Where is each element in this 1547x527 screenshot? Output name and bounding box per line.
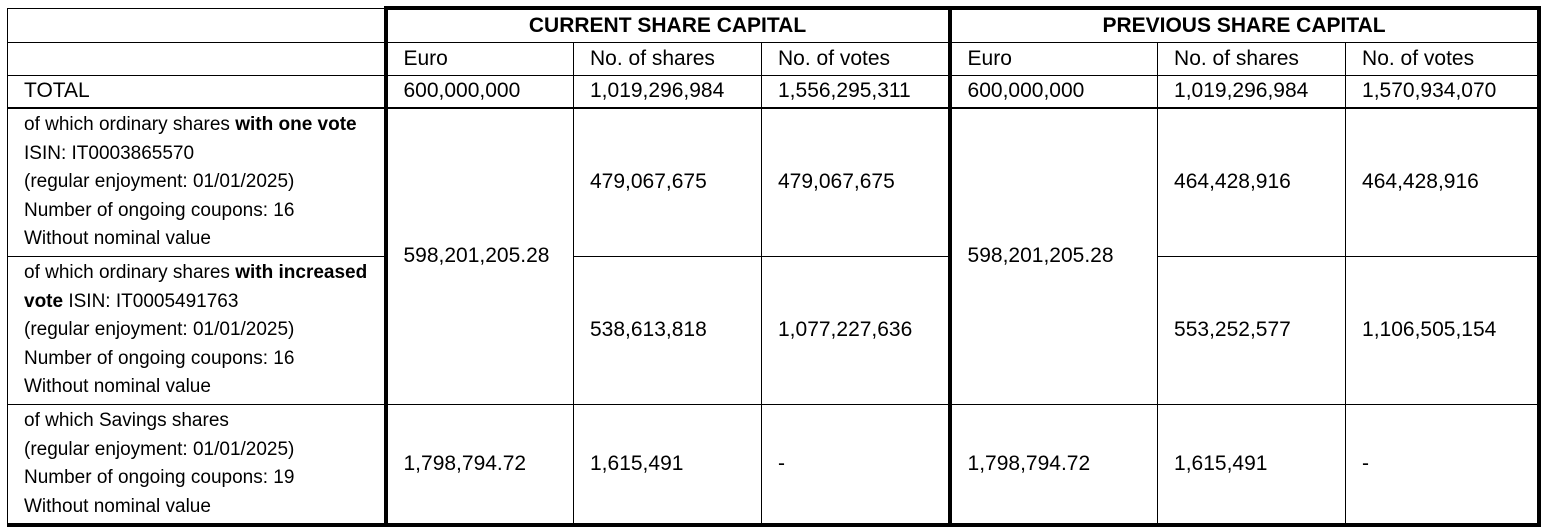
one-vote-desc-enjoyment: (regular enjoyment: 01/01/2025) [24, 171, 295, 193]
one-vote-previous-shares: 464,428,916 [1157, 107, 1347, 257]
increased-vote-current-votes: 1,077,227,636 [760, 255, 952, 405]
increased-vote-desc-pre: of which ordinary shares [24, 261, 236, 283]
savings-current-euro: 1,798,794.72 [383, 403, 574, 527]
previous-votes-header: No. of votes [1345, 41, 1541, 76]
current-votes-header: No. of votes [760, 41, 952, 76]
savings-desc-title: of which Savings shares [24, 409, 229, 431]
total-current-votes: 1,556,295,311 [760, 74, 952, 109]
one-vote-current-shares: 479,067,675 [573, 107, 762, 257]
previous-shares-header: No. of shares [1157, 41, 1347, 76]
increased-vote-previous-shares: 553,252,577 [1157, 255, 1347, 405]
increased-vote-desc-bold: with increased vote [24, 261, 368, 312]
savings-current-votes: - [760, 403, 952, 527]
savings-description: of which Savings shares (regular enjoyme… [7, 403, 386, 527]
savings-previous-euro: 1,798,794.72 [947, 403, 1159, 527]
total-label: TOTAL [7, 74, 386, 109]
column-header-row: Euro No. of shares No. of votes Euro No.… [7, 41, 1541, 76]
table-row-one-vote: of which ordinary shares with one vote I… [7, 107, 1541, 405]
increased-vote-previous-votes: 1,106,505,154 [1345, 255, 1541, 405]
current-shares-header: No. of shares [573, 41, 762, 76]
total-previous-shares: 1,019,296,984 [1157, 74, 1347, 109]
increased-vote-description: of which ordinary shares with increased … [7, 255, 386, 405]
one-vote-desc-coupons: Number of ongoing coupons: 16 [24, 199, 295, 221]
increased-vote-desc-coupons: Number of ongoing coupons: 16 [24, 347, 295, 369]
increased-vote-desc-enjoyment: (regular enjoyment: 01/01/2025) [24, 319, 295, 341]
share-capital-table: CURRENT SHARE CAPITAL PREVIOUS SHARE CAP… [7, 6, 1541, 527]
previous-euro-header: Euro [947, 41, 1159, 76]
row-label-blank-cell [7, 41, 386, 76]
current-euro-header: Euro [383, 41, 574, 76]
ordinary-current-euro: 598,201,205.28 [383, 107, 574, 405]
total-current-euro: 600,000,000 [383, 74, 574, 109]
increased-vote-desc-nominal: Without nominal value [24, 376, 211, 398]
savings-current-shares: 1,615,491 [573, 403, 762, 527]
one-vote-description: of which ordinary shares with one vote I… [7, 107, 386, 257]
ordinary-previous-euro: 598,201,205.28 [947, 107, 1159, 405]
total-previous-votes: 1,570,934,070 [1345, 74, 1541, 109]
one-vote-desc-post: ISIN: IT0003865570 [24, 142, 195, 164]
increased-vote-current-shares: 538,613,818 [573, 255, 762, 405]
previous-share-capital-header: PREVIOUS SHARE CAPITAL [947, 6, 1541, 43]
total-current-shares: 1,019,296,984 [573, 74, 762, 109]
group-header-row: CURRENT SHARE CAPITAL PREVIOUS SHARE CAP… [7, 6, 1541, 43]
one-vote-previous-votes: 464,428,916 [1345, 107, 1541, 257]
savings-desc-nominal: Without nominal value [24, 495, 211, 517]
one-vote-current-votes: 479,067,675 [760, 107, 952, 257]
savings-desc-enjoyment: (regular enjoyment: 01/01/2025) [24, 438, 295, 460]
one-vote-desc-pre: of which ordinary shares [24, 114, 236, 135]
one-vote-desc-bold: with one vote [235, 114, 357, 135]
increased-vote-desc-post: ISIN: IT0005491763 [63, 290, 239, 312]
savings-desc-coupons: Number of ongoing coupons: 19 [24, 467, 295, 489]
one-vote-desc-nominal: Without nominal value [24, 228, 211, 250]
savings-previous-votes: - [1345, 403, 1541, 527]
table-row-savings: of which Savings shares (regular enjoyme… [7, 403, 1541, 527]
savings-previous-shares: 1,615,491 [1157, 403, 1347, 527]
corner-blank-cell [7, 7, 386, 43]
total-row: TOTAL 600,000,000 1,019,296,984 1,556,29… [7, 74, 1541, 109]
table-row-increased-vote: of which ordinary shares with increased … [7, 255, 1541, 405]
current-share-capital-header: CURRENT SHARE CAPITAL [383, 6, 952, 43]
total-previous-euro: 600,000,000 [947, 74, 1159, 109]
